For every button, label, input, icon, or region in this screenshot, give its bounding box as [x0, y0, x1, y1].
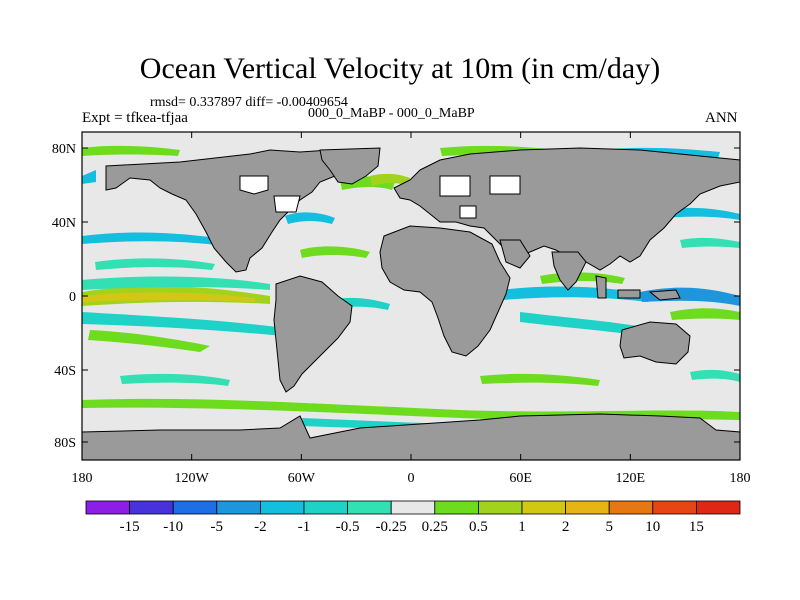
longitude-axis: 180 120W 60W 0 60E 120E 180: [72, 132, 751, 486]
colorbar-swatch: [390, 500, 436, 515]
colorbar-label: 5: [605, 519, 613, 535]
colorbar: -15 -10 -5 -2 -1 -0.5 -0.25 0.25 0.5 1 2 5 10 15: [85, 500, 741, 535]
colorbar-swatch: [259, 500, 305, 515]
lon-tick-label: 0: [408, 471, 415, 486]
colorbar-label: 1: [518, 519, 526, 535]
lat-tick-label: 80N: [52, 142, 76, 157]
colorbar-label: 15: [689, 519, 704, 535]
colorbar-label: -0.25: [376, 519, 407, 535]
lat-tick-label: 80S: [54, 436, 76, 451]
colorbar-label: -1: [298, 519, 311, 535]
lon-tick-label: 180: [72, 471, 93, 486]
colorbar-swatch: [172, 500, 218, 515]
lon-tick-label: 180: [730, 471, 751, 486]
colorbar-swatch: [521, 500, 566, 515]
colorbar-label: 2: [562, 519, 570, 535]
colorbar-swatch: [696, 500, 741, 515]
lat-tick-label: 40S: [54, 364, 76, 379]
colorbar-label: -15: [120, 519, 140, 535]
colorbar-swatch: [608, 500, 654, 515]
lon-tick-label: 60W: [288, 471, 316, 486]
colorbar-swatch: [85, 500, 130, 515]
lat-tick-label: 0: [69, 290, 76, 305]
colorbar-swatch: [303, 500, 348, 515]
lon-tick-label: 60E: [509, 471, 532, 486]
map-title: Ocean Vertical Velocity at 10m (in cm/da…: [139, 52, 661, 85]
lon-tick-label: 120W: [175, 471, 210, 486]
season-label: ANN: [705, 110, 738, 126]
map-subtitle: 000_0_MaBP - 000_0_MaBP: [308, 106, 475, 121]
colorbar-label: 0.25: [422, 519, 448, 535]
colorbar-label: 0.5: [469, 519, 488, 535]
colorbar-swatch: [652, 500, 697, 515]
inland-water: [239, 175, 521, 219]
land-masses: [81, 147, 741, 461]
colorbar-swatch: [565, 500, 610, 515]
colorbar-label: -5: [211, 519, 224, 535]
lon-tick-label: 120E: [616, 471, 646, 486]
colorbar-swatch: [216, 500, 261, 515]
colorbar-swatch: [347, 500, 392, 515]
latitude-axis: 80N 40N 0 40S 80S: [52, 142, 740, 451]
colorbar-swatch: [129, 500, 174, 515]
colorbar-label: -2: [254, 519, 267, 535]
colorbar-label: -10: [163, 519, 183, 535]
lat-tick-label: 40N: [52, 216, 76, 231]
colorbar-swatch: [477, 500, 523, 515]
stats-text: rmsd= 0.337897 diff= -0.00409654: [150, 95, 348, 110]
experiment-label: Expt = tfkea-tfjaa: [82, 110, 188, 126]
colorbar-swatch: [434, 500, 479, 515]
colorbar-label: -0.5: [336, 519, 360, 535]
colorbar-label: 10: [645, 519, 660, 535]
